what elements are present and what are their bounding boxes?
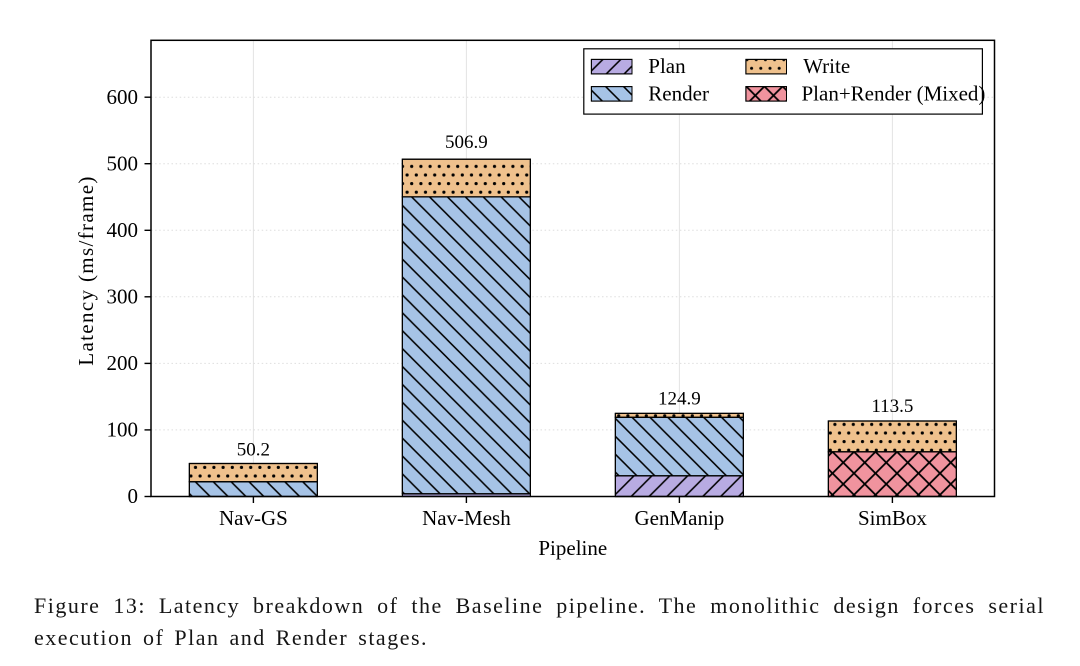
svg-text:Nav-GS: Nav-GS xyxy=(219,506,288,530)
svg-text:Plan: Plan xyxy=(648,54,686,78)
svg-text:300: 300 xyxy=(107,284,139,308)
svg-text:200: 200 xyxy=(107,351,139,375)
svg-text:Write: Write xyxy=(803,54,850,78)
svg-text:Latency (ms/frame): Latency (ms/frame) xyxy=(74,175,98,365)
svg-text:100: 100 xyxy=(107,418,139,442)
svg-text:GenManip: GenManip xyxy=(634,506,724,530)
svg-text:SimBox: SimBox xyxy=(858,506,927,530)
svg-text:600: 600 xyxy=(107,85,139,109)
svg-text:Nav-Mesh: Nav-Mesh xyxy=(422,506,511,530)
svg-text:Plan+Render (Mixed): Plan+Render (Mixed) xyxy=(802,81,986,105)
svg-text:0: 0 xyxy=(128,484,139,508)
svg-text:113.5: 113.5 xyxy=(871,396,913,417)
svg-text:50.2: 50.2 xyxy=(237,440,270,461)
svg-text:500: 500 xyxy=(107,151,139,175)
svg-text:Render: Render xyxy=(648,81,709,105)
svg-text:400: 400 xyxy=(107,218,139,242)
svg-text:506.9: 506.9 xyxy=(445,132,488,153)
svg-text:124.9: 124.9 xyxy=(658,388,701,409)
svg-text:Pipeline: Pipeline xyxy=(538,536,607,560)
